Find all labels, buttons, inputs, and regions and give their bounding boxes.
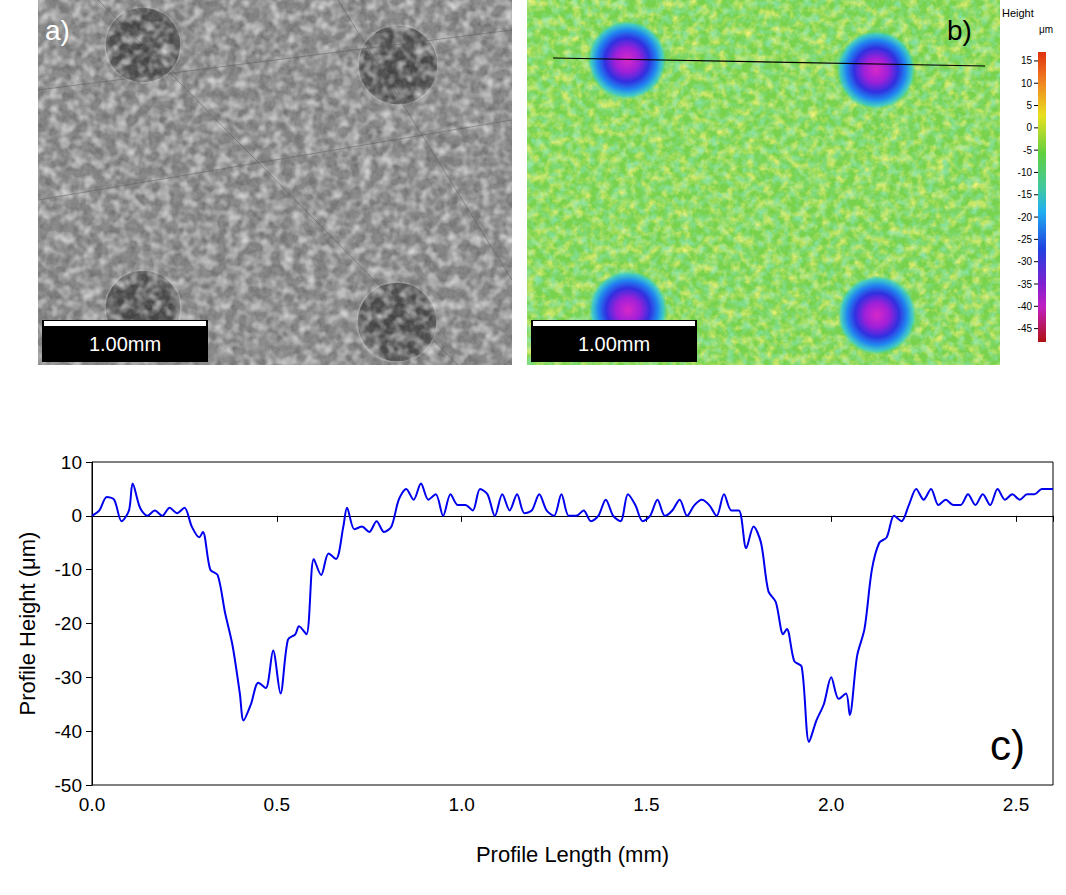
svg-text:10: 10	[1021, 78, 1033, 89]
svg-text:1.00mm: 1.00mm	[89, 333, 161, 355]
svg-text:2.0: 2.0	[818, 794, 844, 815]
svg-text:0.0: 0.0	[79, 794, 105, 815]
svg-text:Height: Height	[1002, 7, 1034, 19]
svg-text:μm: μm	[1039, 24, 1053, 35]
svg-text:b): b)	[947, 15, 972, 46]
svg-text:0: 0	[71, 505, 82, 526]
svg-text:-20: -20	[1018, 212, 1033, 223]
svg-text:1.00mm: 1.00mm	[578, 333, 650, 355]
svg-text:-35: -35	[1018, 279, 1033, 290]
svg-text:c): c)	[990, 722, 1025, 769]
svg-text:1.0: 1.0	[448, 794, 474, 815]
svg-text:-30: -30	[55, 667, 82, 688]
svg-text:-50: -50	[55, 775, 82, 796]
svg-text:-10: -10	[1018, 167, 1033, 178]
svg-text:-40: -40	[1018, 301, 1033, 312]
svg-text:0.5: 0.5	[264, 794, 290, 815]
svg-text:Profile Height (μm): Profile Height (μm)	[15, 532, 40, 716]
svg-text:10: 10	[61, 452, 82, 473]
svg-text:-30: -30	[1018, 256, 1033, 267]
svg-text:1.5: 1.5	[633, 794, 659, 815]
svg-text:2.5: 2.5	[1003, 794, 1029, 815]
svg-text:-10: -10	[55, 559, 82, 580]
svg-text:-15: -15	[1018, 189, 1033, 200]
svg-text:0: 0	[1026, 122, 1032, 133]
svg-text:-45: -45	[1018, 323, 1033, 334]
svg-text:-25: -25	[1018, 234, 1033, 245]
svg-text:-20: -20	[55, 613, 82, 634]
svg-text:-40: -40	[55, 721, 82, 742]
svg-text:-5: -5	[1023, 145, 1032, 156]
svg-text:5: 5	[1026, 100, 1032, 111]
svg-text:15: 15	[1021, 55, 1033, 66]
svg-text:a): a)	[45, 15, 70, 46]
svg-text:Profile Length (mm): Profile Length (mm)	[476, 842, 669, 867]
